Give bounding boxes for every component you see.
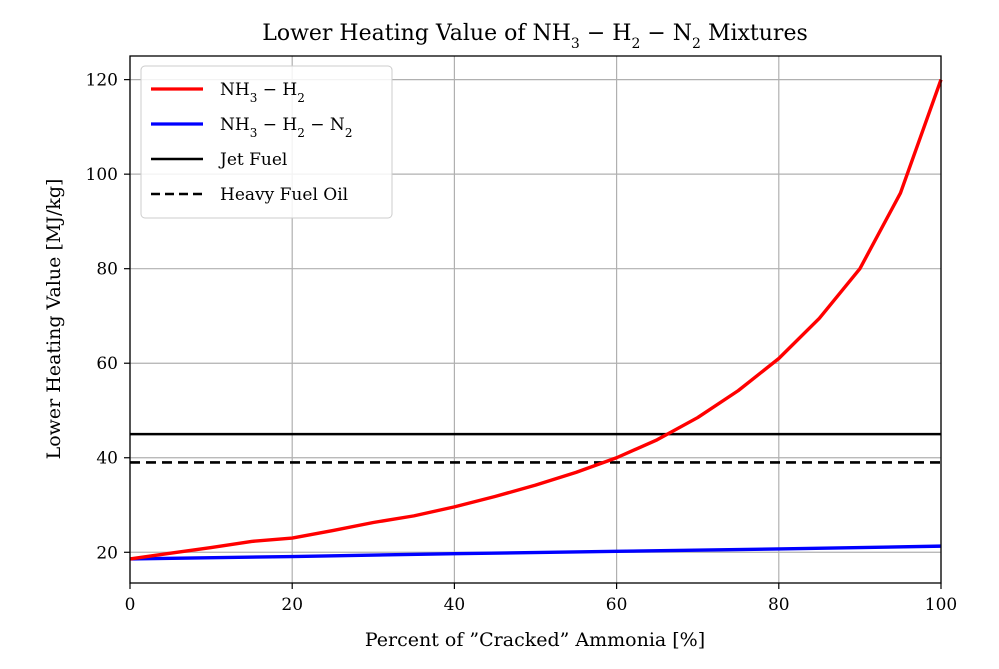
x-axis-label: Percent of ”Cracked” Ammonia [%]	[365, 629, 705, 651]
legend-box	[140, 65, 393, 219]
legend-label-jet-fuel: Jet Fuel	[218, 150, 287, 170]
y-tick-label: 80	[96, 260, 118, 280]
legend-label-nh3-h2: NH3 − H2	[220, 80, 305, 105]
plot-frame	[129, 55, 942, 584]
x-tick-label: 20	[281, 595, 303, 615]
y-tick-label: 60	[96, 354, 118, 374]
y-tick-label: 120	[86, 71, 118, 91]
y-axis-label: Lower Heating Value [MJ/kg]	[43, 179, 65, 460]
y-tick-label: 40	[96, 449, 118, 469]
y-tick-label: 20	[96, 543, 118, 563]
x-tick-label: 0	[125, 595, 136, 615]
series-line-nh3-h2	[129, 79, 943, 561]
series-layer	[129, 79, 943, 561]
x-tick-label: 100	[925, 595, 957, 615]
series-line-nh3-h2-n2	[129, 544, 942, 561]
legend: NH3 − H2 NH3 − H2 − N2 Jet Fuel Heavy Fu…	[140, 65, 393, 219]
x-tick-label: 80	[768, 595, 790, 615]
axis-ticks: 0 20 40 60 80 100 20 40 60 80 100 120	[86, 71, 958, 615]
y-tick-label: 100	[86, 165, 118, 185]
legend-label-heavy-fuel-oil: Heavy Fuel Oil	[220, 185, 348, 205]
x-tick-label: 40	[444, 595, 466, 615]
x-tick-label: 60	[606, 595, 628, 615]
legend-label-nh3-h2-n2: NH3 − H2 − N2	[220, 115, 352, 140]
chart-title: Lower Heating Value of NH3 − H2 − N2 Mix…	[262, 21, 808, 52]
